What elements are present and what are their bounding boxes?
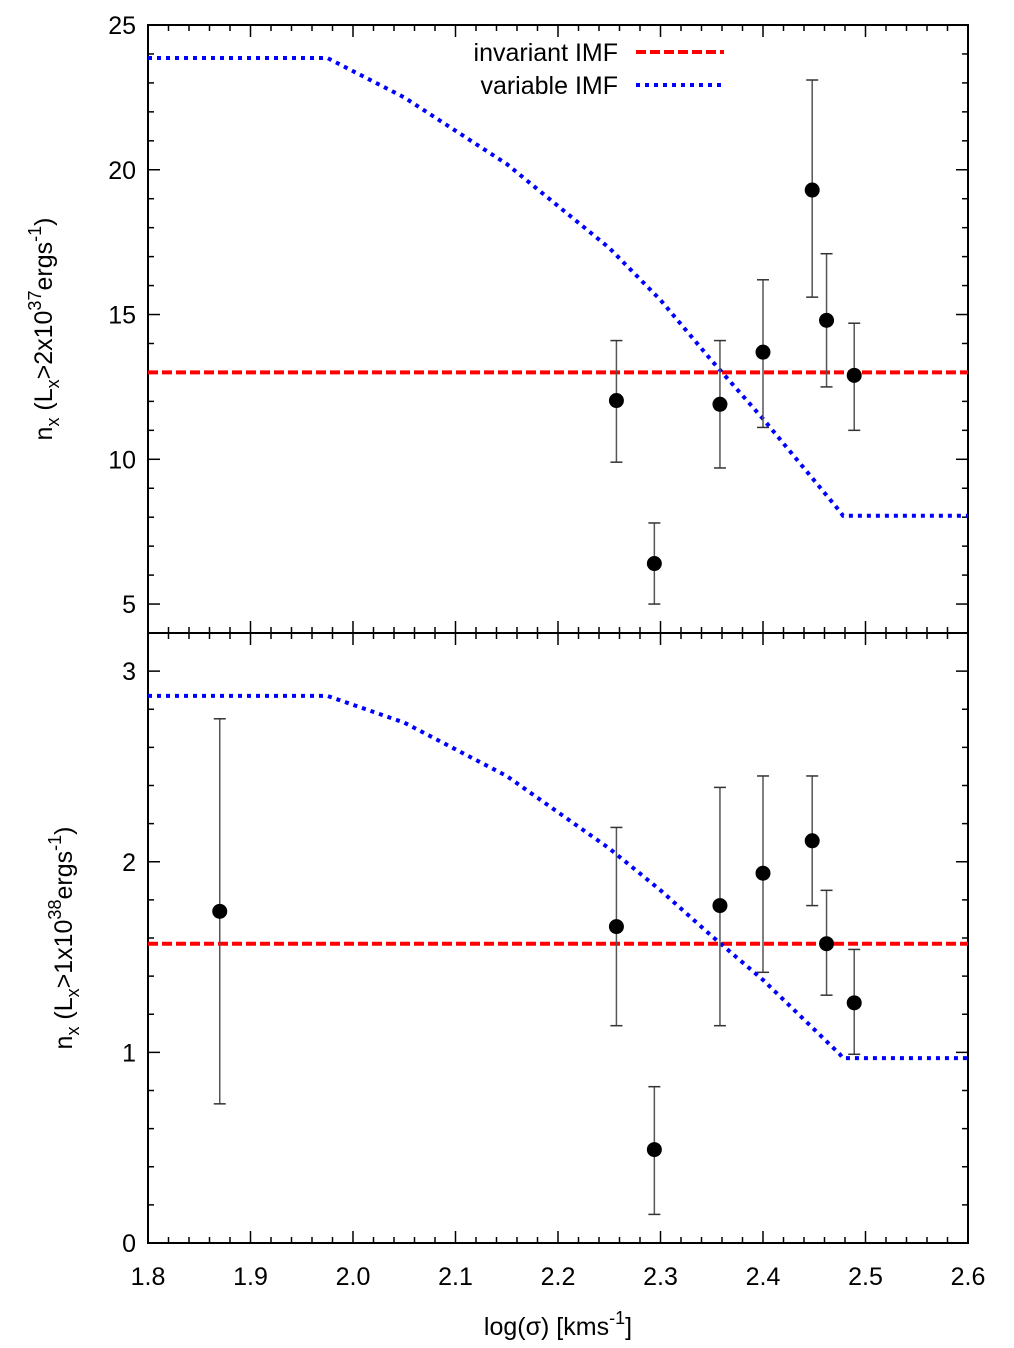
- y-axis-label-part: ): [30, 218, 58, 226]
- y-tick-label: 3: [122, 658, 136, 686]
- data-point: [804, 182, 820, 198]
- y-tick-label: 2: [122, 849, 136, 877]
- y-axis-label-part: 38: [45, 900, 65, 920]
- data-point: [819, 312, 835, 328]
- data-point: [846, 995, 862, 1011]
- y-tick-label: 15: [108, 302, 136, 330]
- y-axis-label: nx (Lx>1x1038ergs-1): [45, 827, 83, 1050]
- x-tick-label: 2.0: [336, 1263, 371, 1291]
- y-axis-label-part: (L: [50, 997, 78, 1026]
- y-axis-label: nx (Lx>2x1037ergs-1): [25, 218, 63, 441]
- data-point-group: [846, 322, 862, 432]
- y-axis-label-part: ): [50, 827, 78, 835]
- x-axis: 1.8 1.9 2.0 2.1 2.2 2.3 2.4 2.5 2.6 log(σ) [kms-1…: [131, 1263, 986, 1341]
- y-axis-label-part: >1x10: [50, 920, 78, 989]
- data-point-group: [819, 889, 835, 996]
- y-axis-label-part: n: [50, 1036, 78, 1050]
- legend-label: invariant IMF: [474, 39, 618, 67]
- data-point: [755, 865, 771, 881]
- data-point-group: [846, 948, 862, 1056]
- x-tick-label: 1.9: [233, 1263, 268, 1291]
- data-point: [712, 396, 728, 412]
- y-tick-label: 10: [108, 446, 136, 474]
- y-axis-label-part: x: [43, 379, 63, 388]
- y-axis-label-part: 37: [25, 291, 45, 311]
- data-point-group: [755, 279, 771, 429]
- x-tick-label: 2.3: [643, 1263, 678, 1291]
- data-point: [608, 393, 624, 409]
- y-tick-label: 5: [122, 591, 136, 619]
- y-axis-label-part: ergs: [50, 851, 78, 900]
- data-point-group: [712, 339, 728, 469]
- y-tick-label: 0: [122, 1230, 136, 1258]
- x-tick-label: 2.5: [848, 1263, 883, 1291]
- plot-frame: [147, 24, 969, 634]
- data-point-group: [646, 522, 662, 605]
- data-point: [846, 367, 862, 383]
- data-point-group: [212, 718, 228, 1105]
- y-axis-label-part: x: [43, 418, 63, 427]
- data-point-group: [608, 826, 624, 1027]
- y-axis-label-part: ergs: [30, 242, 58, 291]
- y-axis-label-part: x: [63, 988, 83, 997]
- data-point: [712, 898, 728, 914]
- data-point-group: [608, 339, 624, 463]
- plot-area: [148, 56, 968, 605]
- x-axis-label-part: log(σ) [kms: [484, 1313, 609, 1341]
- x-tick-label: 2.1: [438, 1263, 473, 1291]
- data-point-group: [712, 786, 728, 1027]
- y-axis-label-part: -1: [25, 226, 45, 242]
- data-point: [804, 833, 820, 849]
- y-axis-label-part: (L: [30, 388, 58, 417]
- data-point-group: [804, 79, 820, 298]
- data-point: [212, 903, 228, 919]
- x-tick-label: 2.4: [746, 1263, 781, 1291]
- y-tick-label: 1: [122, 1039, 136, 1067]
- variable-imf-line: [148, 56, 968, 518]
- data-point-group: [755, 775, 771, 974]
- x-tick-label: 1.8: [131, 1263, 166, 1291]
- y-axis-label-part: x: [63, 1027, 83, 1036]
- data-point: [646, 556, 662, 572]
- x-axis-label-part: -1: [609, 1308, 625, 1328]
- data-point: [608, 919, 624, 935]
- x-tick-label: 2.2: [541, 1263, 576, 1291]
- y-axis-label-part: >2x10: [30, 311, 58, 380]
- data-point-group: [646, 1085, 662, 1216]
- plot-frame: [147, 632, 969, 1244]
- data-point: [819, 936, 835, 952]
- legend-label: variable IMF: [480, 72, 618, 100]
- x-tick-label: 2.6: [951, 1263, 986, 1291]
- y-axis-label-part: -1: [45, 835, 65, 851]
- y-tick-label: 25: [108, 12, 136, 40]
- legend: invariant IMF variable IMF: [474, 39, 724, 100]
- y-tick-label: 20: [108, 157, 136, 185]
- data-point: [646, 1142, 662, 1158]
- data-point-group: [804, 775, 820, 907]
- data-point: [755, 344, 771, 360]
- data-point-group: [819, 252, 835, 388]
- x-axis-label: log(σ) [kms-1]: [484, 1308, 632, 1341]
- y-axis-label-part: n: [30, 427, 58, 441]
- plot-area: [148, 693, 968, 1216]
- variable-imf-line: [148, 693, 968, 1061]
- x-axis-label-part: ]: [625, 1313, 632, 1341]
